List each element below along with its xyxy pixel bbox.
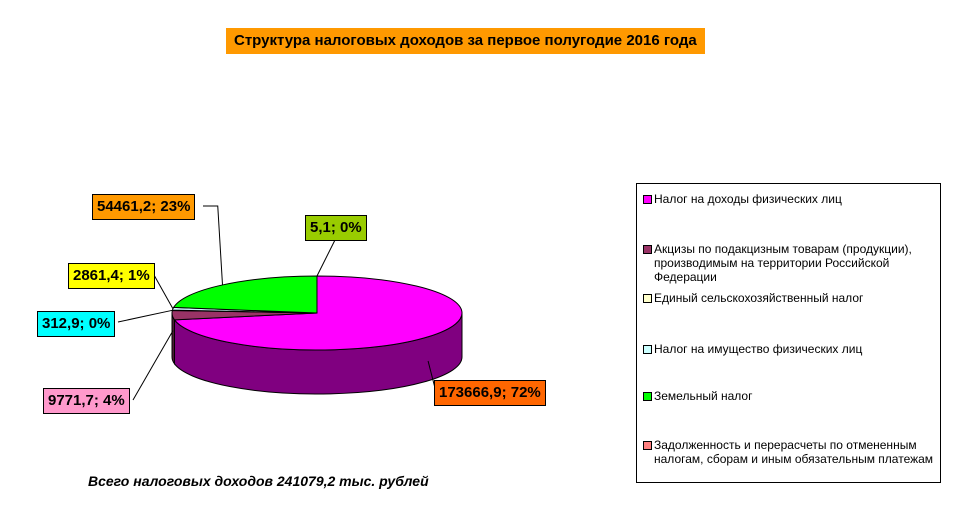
legend-swatch-3 xyxy=(643,294,652,303)
pie-slice-1 xyxy=(173,275,463,351)
legend-item-4: Налог на имущество физических лиц xyxy=(643,342,936,356)
data-label-4: 2861,4; 1% xyxy=(68,263,155,289)
data-label-5: 54461,2; 23% xyxy=(92,194,196,220)
legend-swatch-6 xyxy=(643,441,652,450)
legend-swatch-4 xyxy=(643,345,652,354)
legend-label-6: Задолженность и перерасчеты по отмененны… xyxy=(654,438,934,466)
pie-slice-5 xyxy=(172,275,318,314)
legend-label-3: Единый сельскохозяйственный налог xyxy=(654,291,864,305)
leader-line-2 xyxy=(132,330,174,401)
legend-label-4: Налог на имущество физических лиц xyxy=(654,342,863,356)
data-label-3: 312,9; 0% xyxy=(37,311,116,337)
data-label-6: 5,1; 0% xyxy=(305,215,367,241)
legend-label-1: Налог на доходы физических лиц xyxy=(654,192,842,206)
chart-title: Структура налоговых доходов за первое по… xyxy=(226,28,705,54)
legend-item-6: Задолженность и перерасчеты по отмененны… xyxy=(643,438,936,466)
leader-line-3 xyxy=(117,309,173,323)
legend-item-5: Земельный налог xyxy=(643,389,936,403)
total-tax-revenue-note: Всего налоговых доходов 241079,2 тыс. ру… xyxy=(88,473,429,489)
data-label-1: 173666,9; 72% xyxy=(434,380,546,406)
leader-line-6 xyxy=(316,239,336,277)
legend-label-2: Акцизы по подакцизным товарам (продукции… xyxy=(654,242,912,284)
leader-line-4 xyxy=(153,274,174,310)
legend-item-3: Единый сельскохозяйственный налог xyxy=(643,291,936,305)
legend-swatch-1 xyxy=(643,195,652,204)
legend-item-1: Налог на доходы физических лиц xyxy=(643,192,936,206)
legend-swatch-5 xyxy=(643,392,652,401)
legend: Налог на доходы физических лиц Акцизы по … xyxy=(636,183,941,483)
leader-line-5 xyxy=(203,205,224,285)
pie-side-2 xyxy=(171,312,176,366)
legend-item-2: Акцизы по подакцизным товарам (продукции… xyxy=(643,242,936,284)
legend-swatch-2 xyxy=(643,245,652,254)
legend-label-5: Земельный налог xyxy=(654,389,753,403)
data-label-2: 9771,7; 4% xyxy=(43,388,130,414)
